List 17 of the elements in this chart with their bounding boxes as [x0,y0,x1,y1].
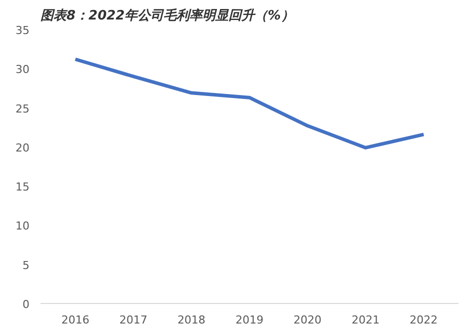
chart-title: 图表8：2022年公司毛利率明显回升（%） [40,8,294,24]
y-tick-label: 35 [16,24,30,37]
x-tick-label: 2019 [236,314,264,326]
y-tick-label: 15 [16,180,30,194]
y-tick-label: 30 [16,63,30,76]
x-tick-label: 2018 [177,314,206,326]
y-tick-label: 10 [16,220,30,233]
y-tick-label: 20 [16,141,30,154]
line-series [74,58,426,150]
x-tick-label: 2016 [61,314,90,326]
y-tick-label: 5 [22,258,30,272]
x-tick-label: 2021 [352,314,380,326]
x-tick-label: 2020 [294,314,322,326]
x-tick-label: 2022 [410,314,438,326]
x-tick-label: 2017 [119,314,148,326]
y-tick-label: 25 [16,102,30,116]
y-tick-label: 0 [22,298,30,311]
